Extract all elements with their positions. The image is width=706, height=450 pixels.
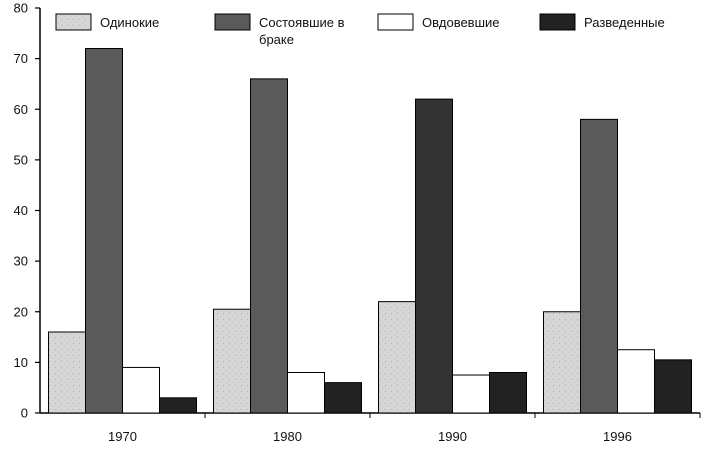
y-tick-label: 10 bbox=[14, 355, 28, 370]
legend-swatch-2 bbox=[377, 13, 414, 31]
legend-label-3: Разведенные bbox=[584, 15, 665, 30]
y-tick-label: 20 bbox=[14, 304, 28, 319]
x-tick-label: 1980 bbox=[273, 429, 302, 444]
legend-label-line: браке bbox=[259, 32, 294, 47]
y-tick-label: 0 bbox=[21, 406, 28, 421]
y-tick-label: 40 bbox=[14, 203, 28, 218]
x-axis: 1970 1980 1990 1996 bbox=[40, 412, 701, 444]
bar-1996-series-1 bbox=[580, 118, 618, 414]
x-tick-label: 1996 bbox=[603, 429, 632, 444]
bar-1980-series-0 bbox=[213, 308, 251, 414]
y-tick-label: 60 bbox=[14, 102, 28, 117]
y-tick-label: 50 bbox=[14, 152, 28, 167]
y-tick-label: 30 bbox=[14, 254, 28, 269]
legend-label-2: Овдовевшие bbox=[422, 15, 500, 30]
legend-label-line: Состоявшие в bbox=[259, 15, 345, 30]
bars bbox=[48, 48, 692, 414]
bar-1970-series-3 bbox=[159, 397, 197, 414]
bar-1990-series-3 bbox=[489, 372, 527, 414]
legend-swatch-1 bbox=[214, 13, 251, 31]
bar-1980-series-3 bbox=[324, 382, 362, 414]
y-axis: 0 10 20 30 40 50 60 70 80 bbox=[14, 1, 41, 421]
legend-swatch-3 bbox=[539, 13, 576, 31]
x-tick-label: 1990 bbox=[438, 429, 467, 444]
bar-1980-series-1 bbox=[250, 78, 288, 414]
bar-1996-series-3 bbox=[654, 359, 692, 414]
bar-1990-series-2 bbox=[452, 374, 490, 414]
bar-1980-series-2 bbox=[287, 372, 325, 414]
bar-1970-series-2 bbox=[122, 366, 160, 414]
bar-1990-series-0 bbox=[378, 301, 416, 414]
x-tick-label: 1970 bbox=[108, 429, 137, 444]
bar-1996-series-0 bbox=[543, 311, 581, 414]
legend: Одинокие Состоявшие в браке Овдовевшие Разве… bbox=[55, 13, 665, 47]
legend-label-1: Состоявшие в браке bbox=[259, 15, 345, 47]
y-tick-label: 80 bbox=[14, 1, 28, 16]
legend-swatch-0 bbox=[55, 13, 92, 31]
bar-1970-series-0 bbox=[48, 331, 86, 414]
bar-1996-series-2 bbox=[617, 349, 655, 414]
legend-label-0: Одинокие bbox=[100, 15, 159, 30]
y-tick-label: 70 bbox=[14, 51, 28, 66]
bar-1970-series-1 bbox=[85, 48, 123, 414]
bar-1990-series-1 bbox=[415, 98, 453, 414]
